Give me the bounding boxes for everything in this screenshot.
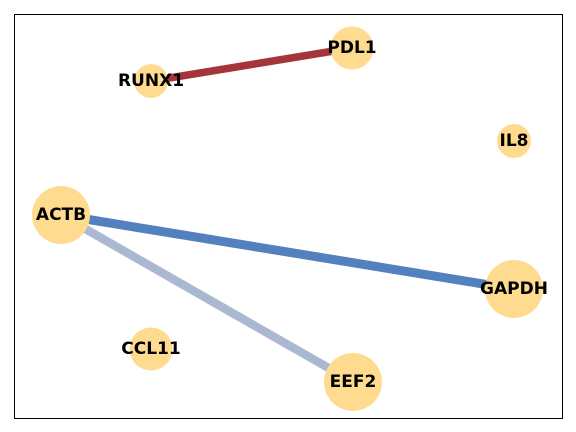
node-ccl11 (129, 327, 173, 371)
node-actb (32, 186, 90, 244)
node-runx1 (134, 64, 168, 98)
edge-runx1-pdl1 (150, 44, 353, 85)
node-il8 (497, 124, 531, 158)
node-gapdh (485, 260, 543, 318)
plot-frame (14, 14, 563, 419)
node-pdl1 (330, 26, 374, 70)
edge-actb-gapdh (60, 210, 515, 294)
node-label-runx1: RUNX1 (118, 71, 184, 91)
node-label-actb: ACTB (36, 205, 86, 225)
node-eef2 (324, 353, 382, 411)
node-label-pdl1: PDL1 (327, 38, 376, 58)
node-label-ccl11: CCL11 (121, 339, 180, 359)
labels-layer: RUNX1 PDL1 IL8 ACTB GAPDH CCL11 EEF2 (36, 38, 548, 392)
edge-actb-eef2 (58, 211, 356, 386)
edges-layer (58, 44, 515, 386)
node-label-il8: IL8 (500, 131, 529, 151)
node-label-gapdh: GAPDH (480, 279, 548, 299)
nodes-layer (32, 26, 543, 411)
node-label-eef2: EEF2 (330, 372, 377, 392)
